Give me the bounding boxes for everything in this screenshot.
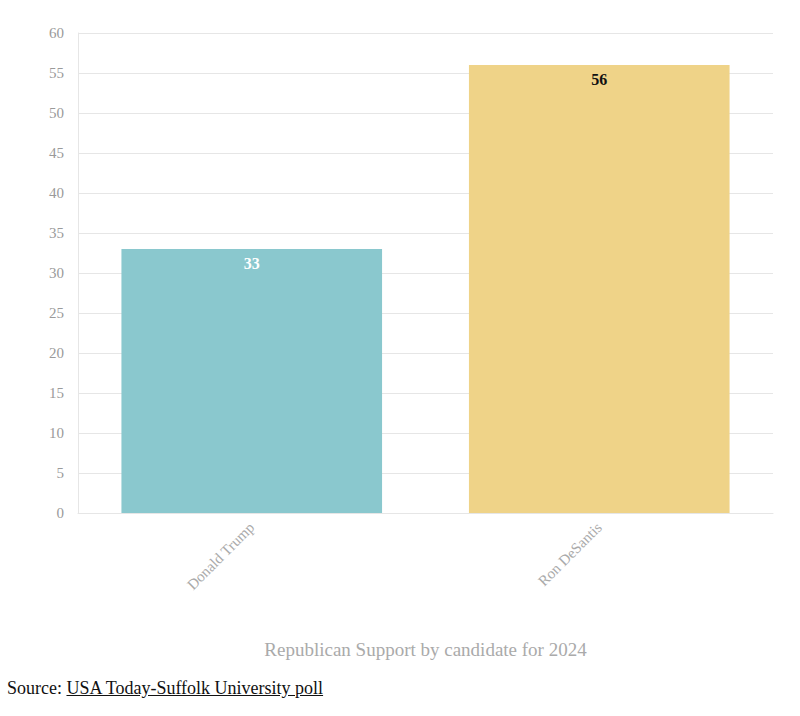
html-text:Source: USA Today-Suffolk Univ: Source: USA Today-Suffolk University pol…	[7, 678, 324, 698]
svg-text:30: 30	[49, 265, 64, 281]
svg-text:Republican Support by candidat: Republican Support by candidate for 2024	[264, 639, 587, 660]
svg-text:25: 25	[49, 305, 64, 321]
svg-text:55: 55	[49, 65, 64, 81]
svg-text:Donald Trump: Donald Trump	[184, 519, 257, 592]
svg-text:33: 33	[244, 255, 260, 272]
svg-text:15: 15	[49, 385, 64, 401]
svg-text:5: 5	[57, 465, 65, 481]
svg-text:Ron DeSantis: Ron DeSantis	[535, 519, 605, 589]
svg-text:60: 60	[49, 25, 64, 41]
svg-text:40: 40	[49, 185, 64, 201]
svg-text:45: 45	[49, 145, 64, 161]
svg-text:20: 20	[49, 345, 64, 361]
svg-text:0: 0	[57, 505, 65, 521]
svg-text:10: 10	[49, 425, 64, 441]
svg-text:56: 56	[591, 71, 607, 88]
svg-text:50: 50	[49, 105, 64, 121]
svg-text:35: 35	[49, 225, 64, 241]
